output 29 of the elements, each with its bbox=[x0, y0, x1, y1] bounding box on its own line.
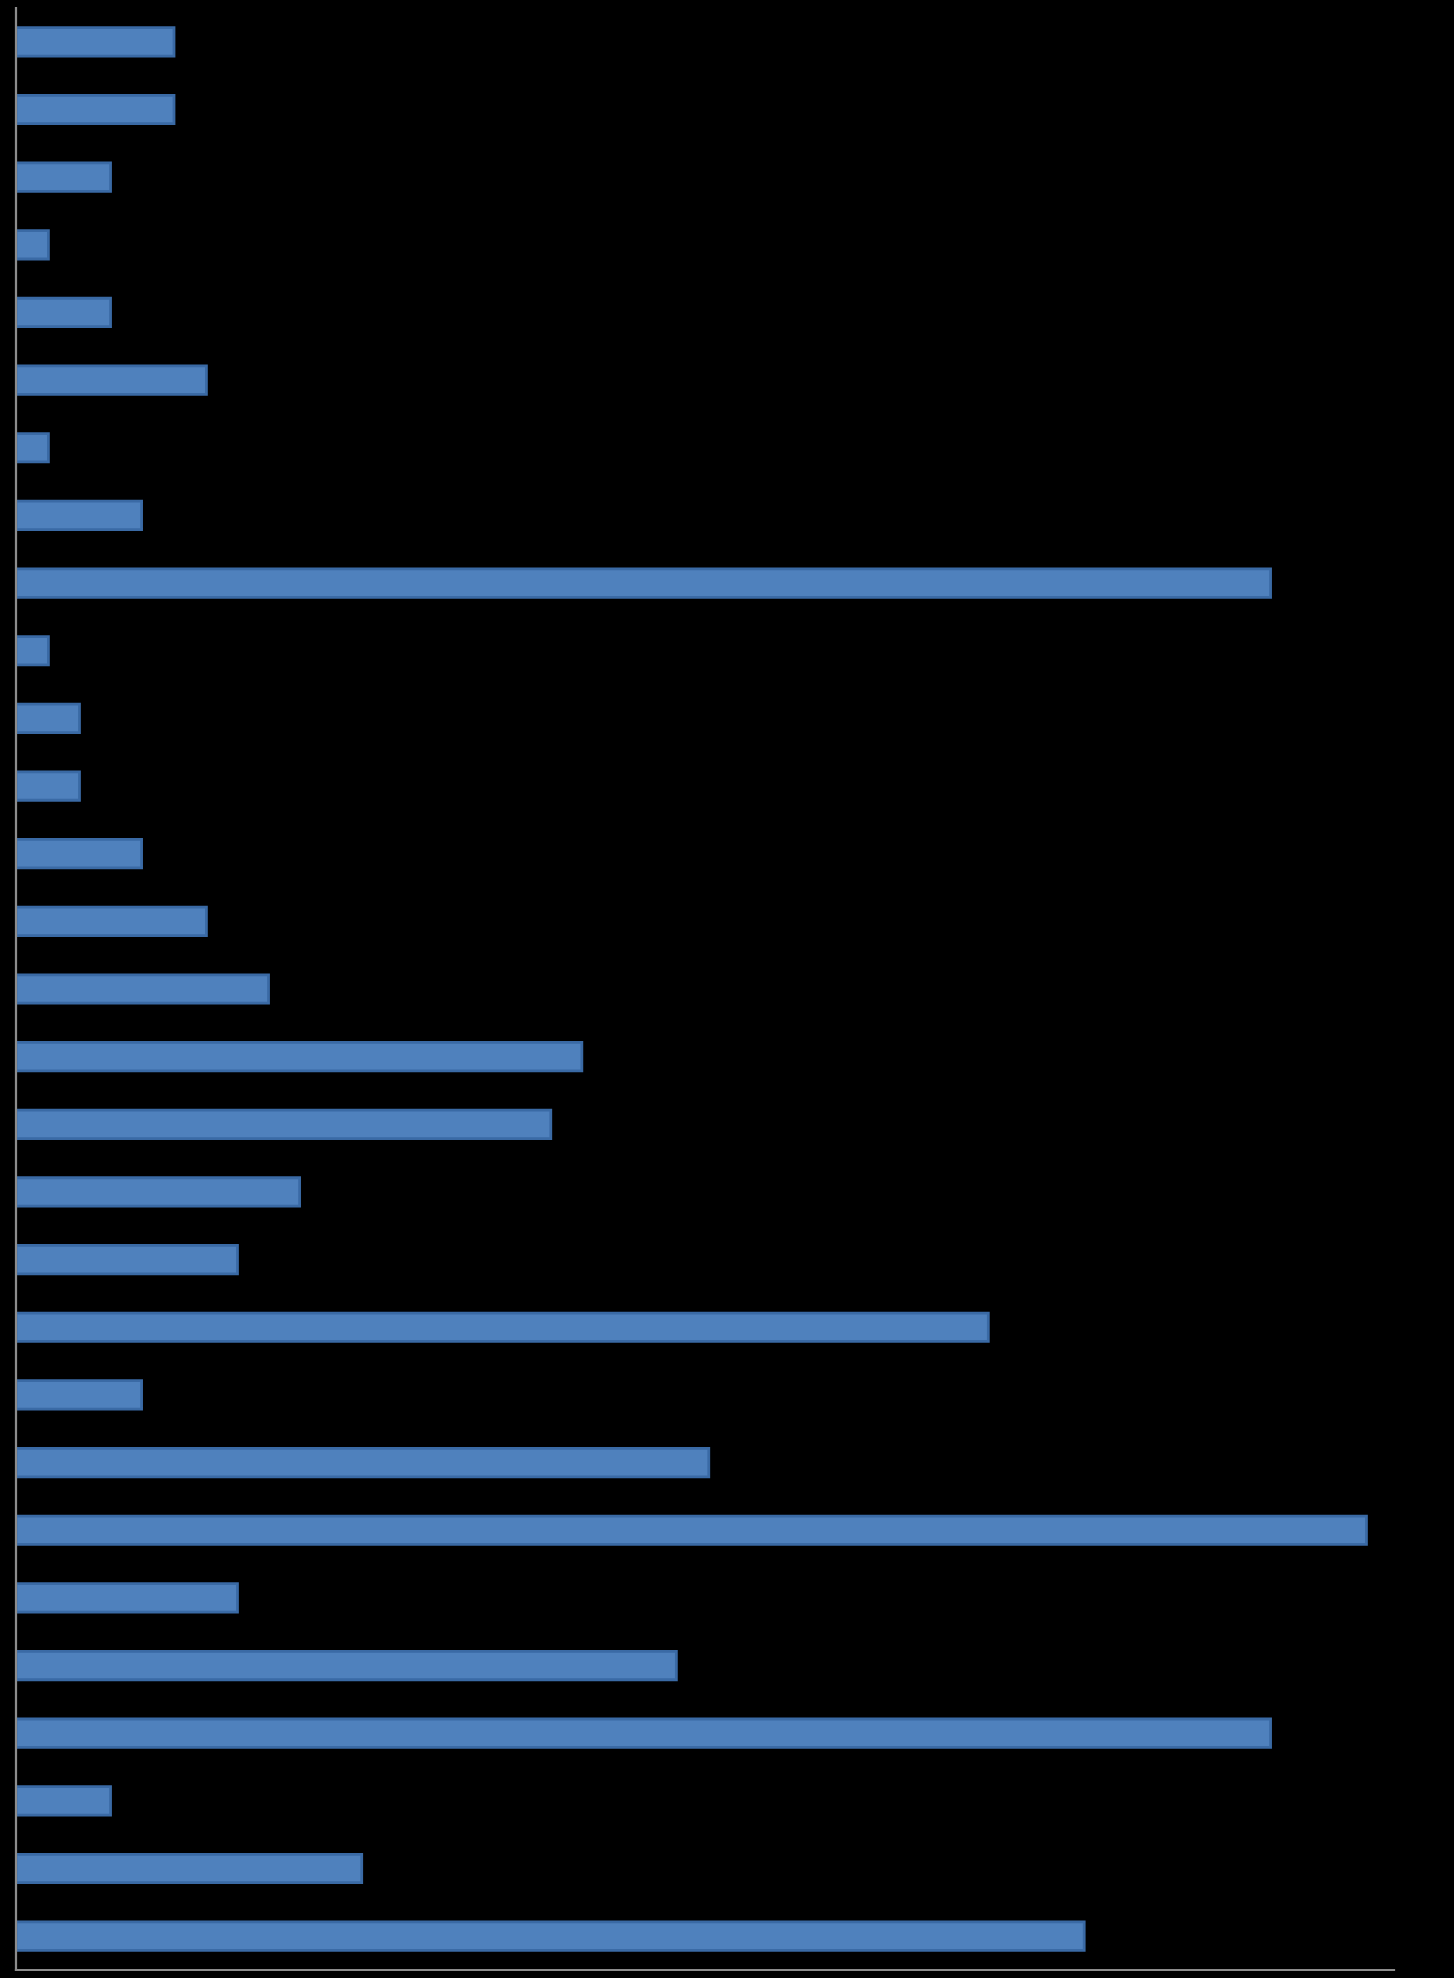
bar bbox=[16, 1108, 553, 1140]
bar bbox=[16, 973, 270, 1005]
bar bbox=[16, 1244, 239, 1276]
bar bbox=[16, 499, 143, 532]
bar bbox=[16, 432, 50, 464]
bar bbox=[16, 1920, 1086, 1952]
bar bbox=[16, 1041, 584, 1073]
bar bbox=[16, 635, 50, 667]
bar bbox=[16, 364, 208, 396]
bar bbox=[16, 1785, 112, 1817]
bar bbox=[16, 1176, 301, 1208]
bar bbox=[16, 1311, 990, 1343]
bar bbox=[16, 1852, 364, 1885]
bar bbox=[16, 93, 176, 126]
bar bbox=[16, 770, 81, 802]
bar bbox=[16, 296, 112, 329]
bar bbox=[16, 905, 208, 937]
bar bbox=[16, 26, 176, 58]
bar bbox=[16, 702, 81, 734]
bar bbox=[16, 838, 143, 870]
bar bbox=[16, 567, 1272, 599]
bar bbox=[16, 1582, 239, 1614]
bar bbox=[16, 1446, 711, 1479]
bar bbox=[16, 1514, 1368, 1546]
bar bbox=[16, 229, 50, 261]
bar bbox=[16, 161, 112, 193]
bar bbox=[16, 1717, 1272, 1749]
bar bbox=[16, 1379, 143, 1411]
bar bbox=[16, 1649, 678, 1682]
